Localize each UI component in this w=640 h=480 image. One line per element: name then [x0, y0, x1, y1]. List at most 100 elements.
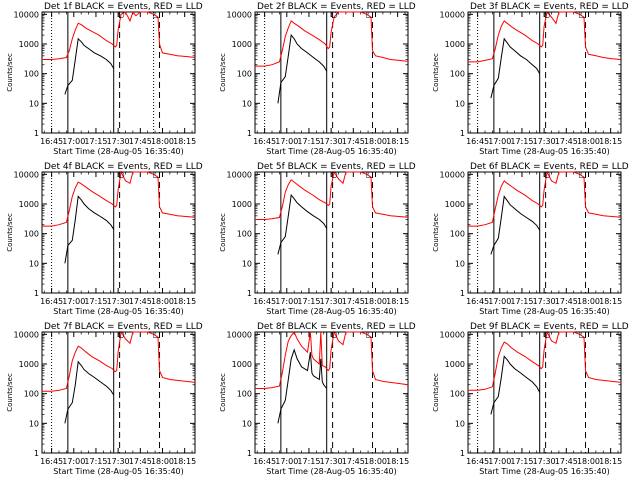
- y-tick-label: 10000: [14, 330, 39, 339]
- y-tick-label: 100: [450, 390, 465, 399]
- y-axis-label: Counts/sec: [6, 213, 14, 252]
- chart-svg: Det 4f BLACK = Events, RED = LLD 1 10 100 10…: [6, 162, 203, 316]
- series-events: [277, 193, 328, 255]
- y-tick-label: 10000: [227, 10, 252, 19]
- x-tick-label: 17:00: [275, 457, 298, 466]
- square-marker: □: [153, 330, 161, 339]
- x-tick-label: 17:30: [320, 137, 343, 146]
- y-tick-label: 1000: [19, 200, 39, 209]
- x-tick-label: 17:15: [297, 137, 320, 146]
- x-tick-label: 17:00: [488, 137, 511, 146]
- x-axis-label: Start Time (28-Aug-05 16:35:40): [266, 467, 397, 476]
- circle-marker: ○: [544, 10, 551, 19]
- y-axis-label: Counts/sec: [219, 373, 227, 412]
- square-marker: □: [153, 170, 161, 179]
- plot-frame: [467, 11, 622, 134]
- y-tick-label: 100: [24, 230, 39, 239]
- chart-title: Det 3f BLACK = Events, RED = LLD: [470, 2, 629, 12]
- series-lld: [255, 330, 409, 389]
- series-events: [490, 37, 541, 99]
- x-tick-label: 17:00: [275, 137, 298, 146]
- x-tick-label: 17:30: [320, 297, 343, 306]
- x-tick-label: 17:15: [84, 457, 107, 466]
- series-events: [277, 33, 328, 104]
- chart-title: Det 7f BLACK = Events, RED = LLD: [44, 322, 203, 332]
- y-tick-label: 10000: [14, 170, 39, 179]
- series-lld: [42, 330, 196, 392]
- y-tick-label: 1: [247, 449, 252, 458]
- detector-panel-3: Det 3f BLACK = Events, RED = LLD 1 10 100 10…: [426, 0, 639, 160]
- y-tick-label: 10000: [440, 170, 465, 179]
- x-tick-label: 17:30: [107, 457, 130, 466]
- x-tick-label: 16:45: [466, 137, 489, 146]
- detector-panel-7: Det 7f BLACK = Events, RED = LLD 1 10 100 10…: [0, 320, 213, 480]
- x-axis-label: Start Time (28-Aug-05 16:35:40): [479, 307, 610, 316]
- x-tick-label: 17:30: [533, 297, 556, 306]
- y-tick-label: 1: [247, 129, 252, 138]
- square-marker: □: [366, 330, 374, 339]
- detector-panel-9: Det 9f BLACK = Events, RED = LLD 1 10 100 10…: [426, 320, 639, 480]
- circle-marker: ○: [118, 170, 125, 179]
- x-tick-label: 17:15: [510, 297, 533, 306]
- series-lld: [42, 10, 196, 60]
- x-tick-label: 18:00: [151, 457, 174, 466]
- x-tick-label: 18:15: [386, 457, 409, 466]
- y-tick-label: 10: [242, 99, 252, 108]
- series-lld: [255, 11, 409, 67]
- x-tick-label: 16:45: [40, 297, 63, 306]
- x-tick-label: 17:15: [84, 137, 107, 146]
- detector-panel-6: Det 6f BLACK = Events, RED = LLD 1 10 100 10…: [426, 160, 639, 320]
- y-tick-label: 10000: [14, 10, 39, 19]
- x-tick-label: 18:15: [173, 137, 196, 146]
- circle-marker: ○: [544, 330, 551, 339]
- circle-marker: ○: [331, 330, 338, 339]
- y-tick-label: 1000: [445, 200, 465, 209]
- x-tick-label: 17:15: [510, 457, 533, 466]
- y-tick-label: 1000: [232, 40, 252, 49]
- x-tick-label: 17:15: [84, 297, 107, 306]
- x-tick-label: 17:45: [342, 457, 365, 466]
- x-axis-label: Start Time (28-Aug-05 16:35:40): [479, 147, 610, 156]
- chart-svg: Det 1f BLACK = Events, RED = LLD 1 10 100 10…: [6, 2, 203, 156]
- chart-svg: Det 5f BLACK = Events, RED = LLD 1 10 100 10…: [219, 162, 416, 316]
- series-events: [64, 195, 115, 264]
- y-tick-label: 10000: [227, 330, 252, 339]
- x-axis-label: Start Time (28-Aug-05 16:35:40): [53, 307, 184, 316]
- x-tick-label: 17:45: [129, 137, 152, 146]
- y-axis-label: Counts/sec: [432, 373, 440, 412]
- x-tick-label: 18:00: [577, 457, 600, 466]
- chart-title: Det 4f BLACK = Events, RED = LLD: [44, 162, 203, 172]
- y-tick-label: 1000: [19, 40, 39, 49]
- square-marker: □: [579, 10, 587, 19]
- detector-panel-4: Det 4f BLACK = Events, RED = LLD 1 10 100 10…: [0, 160, 213, 320]
- x-tick-label: 17:30: [107, 137, 130, 146]
- y-tick-label: 1: [460, 449, 465, 458]
- x-tick-label: 16:45: [40, 137, 63, 146]
- x-tick-label: 18:15: [173, 297, 196, 306]
- y-axis-label: Counts/sec: [6, 373, 14, 412]
- x-tick-label: 16:45: [466, 457, 489, 466]
- x-tick-label: 17:45: [129, 297, 152, 306]
- chart-title: Det 5f BLACK = Events, RED = LLD: [257, 162, 416, 172]
- x-tick-label: 18:15: [386, 137, 409, 146]
- x-tick-label: 18:00: [364, 457, 387, 466]
- x-tick-label: 17:00: [62, 297, 85, 306]
- x-axis-label: Start Time (28-Aug-05 16:35:40): [266, 147, 397, 156]
- x-tick-label: 16:45: [40, 457, 63, 466]
- y-tick-label: 1000: [19, 360, 39, 369]
- chart-title: Det 9f BLACK = Events, RED = LLD: [470, 322, 629, 332]
- y-tick-label: 100: [24, 70, 39, 79]
- y-tick-label: 100: [237, 70, 252, 79]
- y-tick-label: 1: [34, 129, 39, 138]
- circle-marker: ○: [331, 170, 338, 179]
- y-tick-label: 100: [24, 390, 39, 399]
- circle-marker: ○: [331, 10, 338, 19]
- detector-panel-5: Det 5f BLACK = Events, RED = LLD 1 10 100 10…: [213, 160, 426, 320]
- y-tick-label: 1000: [232, 200, 252, 209]
- x-tick-label: 18:15: [599, 137, 622, 146]
- x-tick-label: 17:30: [320, 457, 343, 466]
- x-tick-label: 16:45: [253, 297, 276, 306]
- x-tick-label: 16:45: [253, 457, 276, 466]
- detector-panel-2: Det 2f BLACK = Events, RED = LLD 1 10 100 10…: [213, 0, 426, 160]
